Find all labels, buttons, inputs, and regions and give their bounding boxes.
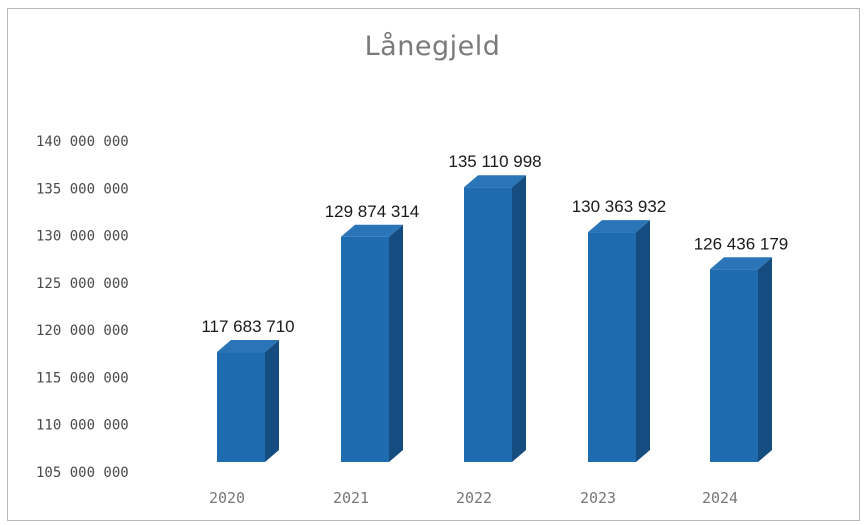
bar-top-face xyxy=(710,257,772,270)
bar xyxy=(588,220,650,462)
y-tick-label: 120 000 000 xyxy=(36,323,129,339)
x-tick-label: 2023 xyxy=(580,489,616,507)
bar xyxy=(464,175,526,462)
bar-front-face xyxy=(464,187,512,462)
bar-side-face xyxy=(512,175,526,462)
bar-side-face xyxy=(265,340,279,462)
data-label: 117 683 710 xyxy=(201,317,294,336)
bar-top-face xyxy=(217,340,279,353)
data-label: 130 363 932 xyxy=(572,197,667,216)
y-tick-label: 110 000 000 xyxy=(36,418,129,434)
bar-front-face xyxy=(710,269,758,462)
bar xyxy=(217,340,279,462)
x-tick-label: 2024 xyxy=(702,489,738,507)
x-axis: 2020 2021 2022 2023 2024 xyxy=(209,489,738,507)
y-tick-label: 130 000 000 xyxy=(36,229,129,245)
bar-front-face xyxy=(217,352,265,462)
y-axis: 105 000 000 110 000 000 115 000 000 120 000… xyxy=(36,134,129,481)
y-tick-label: 115 000 000 xyxy=(36,370,129,386)
bar-top-face xyxy=(588,220,650,233)
bar-side-face xyxy=(389,224,403,462)
bar-side-face xyxy=(758,257,772,462)
bar-side-face xyxy=(636,220,650,462)
data-label: 126 436 179 xyxy=(694,234,789,253)
chart-title: Lånegjeld xyxy=(364,31,501,62)
data-label: 135 110 998 xyxy=(448,152,541,171)
data-label: 129 874 314 xyxy=(325,202,420,221)
y-tick-label: 140 000 000 xyxy=(36,134,129,150)
y-tick-label: 135 000 000 xyxy=(36,181,129,197)
y-tick-label: 105 000 000 xyxy=(36,465,129,481)
y-tick-label: 125 000 000 xyxy=(36,276,129,292)
bar-front-face xyxy=(588,232,636,462)
bar-front-face xyxy=(341,236,389,462)
data-labels: 117 683 710 129 874 314 135 110 998 130 363… xyxy=(201,152,788,336)
bar-top-face xyxy=(464,175,526,188)
x-tick-label: 2020 xyxy=(209,489,245,507)
bars xyxy=(217,175,772,462)
x-tick-label: 2021 xyxy=(333,489,369,507)
bar xyxy=(710,257,772,462)
x-tick-label: 2022 xyxy=(456,489,492,507)
bar xyxy=(341,224,403,462)
bar-top-face xyxy=(341,224,403,237)
